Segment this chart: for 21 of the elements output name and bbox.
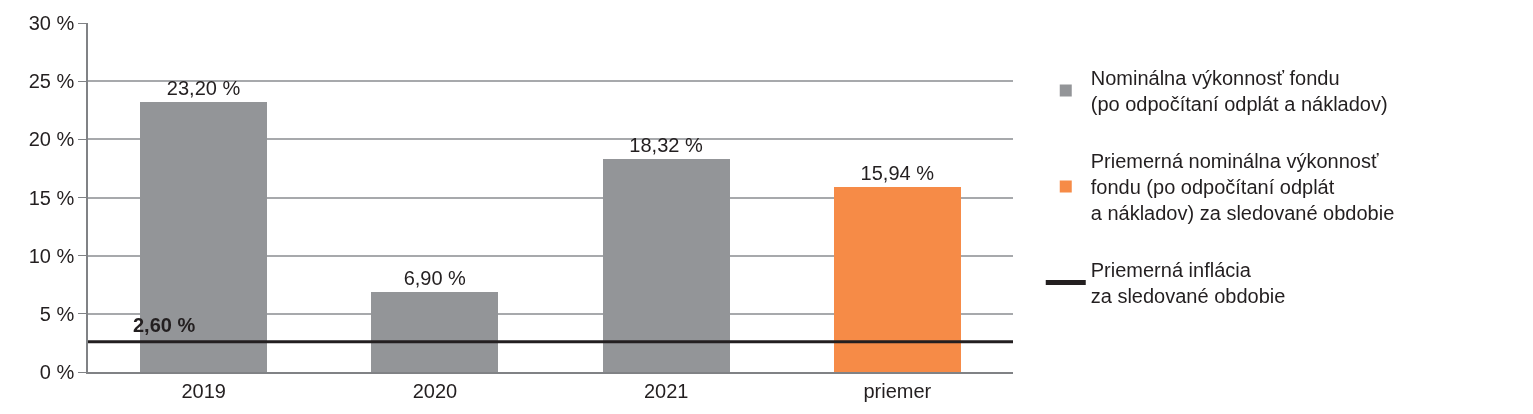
y-tick-label: 5 % xyxy=(39,302,75,325)
y-tick-label: 10 % xyxy=(28,244,75,267)
legend-label: Priemerná inflácia za sledované obdobie xyxy=(1090,259,1286,308)
y-tick-label: 20 % xyxy=(28,128,75,151)
x-tick-label: 2021 xyxy=(643,379,689,402)
data-label: 15,94 % xyxy=(860,161,935,184)
data-label: 18,32 % xyxy=(629,133,703,156)
x-tick-label: 2020 xyxy=(412,379,458,402)
y-tick-label: 25 % xyxy=(28,70,75,93)
x-tick-label: 2019 xyxy=(181,379,226,402)
bar xyxy=(602,158,730,372)
bar xyxy=(371,291,499,372)
y-tick-label: 15 % xyxy=(28,186,75,209)
data-label: 6,90 % xyxy=(403,266,467,289)
legend-label: Nominálna výkonnosť fondu (po odpočítaní odplát a nákladov) xyxy=(1090,67,1388,116)
data-label: 23,20 % xyxy=(166,77,241,100)
legend-label: Priemerná nominálna výkonnosť fondu (po odpočítaní odplát a nákladov) za sledované obdobie xyxy=(1090,150,1395,225)
x-tick-label: priemer xyxy=(863,379,932,402)
y-tick-label: 30 % xyxy=(28,12,75,34)
y-tick-label: 0 % xyxy=(39,361,75,383)
bar xyxy=(833,186,961,372)
